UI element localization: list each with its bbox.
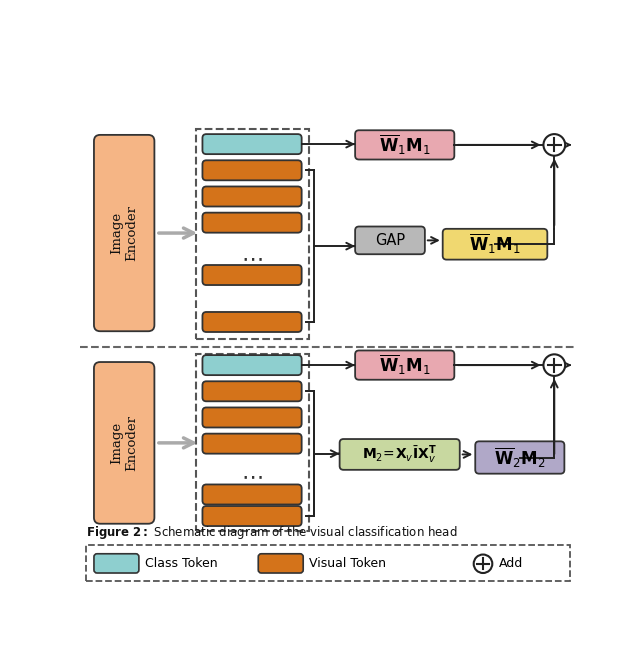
- FancyBboxPatch shape: [202, 506, 301, 526]
- FancyBboxPatch shape: [259, 553, 303, 573]
- Text: $\bf{Figure\ 2:}$ Schematic diagram of the visual classification head: $\bf{Figure\ 2:}$ Schematic diagram of t…: [86, 524, 458, 542]
- FancyBboxPatch shape: [94, 362, 154, 524]
- Text: $\overline{\mathbf{W}}_1\mathbf{M}_1$: $\overline{\mathbf{W}}_1\mathbf{M}_1$: [469, 232, 521, 256]
- Text: ⋯: ⋯: [241, 467, 263, 487]
- Text: Visual Token: Visual Token: [309, 557, 387, 570]
- FancyBboxPatch shape: [202, 265, 301, 285]
- Bar: [196, 130, 308, 339]
- FancyBboxPatch shape: [476, 442, 564, 474]
- FancyBboxPatch shape: [202, 187, 301, 207]
- FancyBboxPatch shape: [355, 350, 454, 380]
- FancyBboxPatch shape: [94, 135, 154, 331]
- FancyBboxPatch shape: [202, 381, 301, 401]
- FancyBboxPatch shape: [202, 407, 301, 428]
- Circle shape: [474, 555, 492, 573]
- Text: Image
Encoder: Image Encoder: [110, 415, 138, 471]
- Text: $\overline{\mathbf{W}}_2\mathbf{M}_2$: $\overline{\mathbf{W}}_2\mathbf{M}_2$: [494, 446, 545, 469]
- Text: $\overline{\mathbf{W}}_1\mathbf{M}_1$: $\overline{\mathbf{W}}_1\mathbf{M}_1$: [379, 133, 431, 157]
- Text: GAP: GAP: [375, 233, 405, 248]
- Text: ⋯: ⋯: [241, 250, 263, 269]
- FancyBboxPatch shape: [202, 312, 301, 332]
- FancyBboxPatch shape: [202, 134, 301, 154]
- FancyBboxPatch shape: [340, 439, 460, 470]
- FancyBboxPatch shape: [202, 213, 301, 232]
- Circle shape: [543, 354, 565, 376]
- FancyBboxPatch shape: [202, 434, 301, 453]
- FancyBboxPatch shape: [94, 553, 139, 573]
- Text: $\mathbf{M}_2\!=\!\mathbf{X}_v\bar{\mathbf{I}}\mathbf{X}_v^\mathbf{T}$: $\mathbf{M}_2\!=\!\mathbf{X}_v\bar{\math…: [362, 444, 437, 465]
- Circle shape: [543, 134, 565, 156]
- Text: Class Token: Class Token: [145, 557, 218, 570]
- Text: $\overline{\mathbf{W}}_1\mathbf{M}_1$: $\overline{\mathbf{W}}_1\mathbf{M}_1$: [379, 353, 431, 377]
- Bar: [86, 545, 570, 581]
- Text: Add: Add: [499, 557, 523, 570]
- FancyBboxPatch shape: [202, 160, 301, 180]
- FancyBboxPatch shape: [202, 485, 301, 504]
- Text: Image
Encoder: Image Encoder: [110, 205, 138, 261]
- FancyBboxPatch shape: [443, 229, 547, 260]
- FancyBboxPatch shape: [355, 130, 454, 160]
- Bar: [196, 354, 308, 532]
- FancyBboxPatch shape: [202, 355, 301, 375]
- FancyBboxPatch shape: [355, 226, 425, 254]
